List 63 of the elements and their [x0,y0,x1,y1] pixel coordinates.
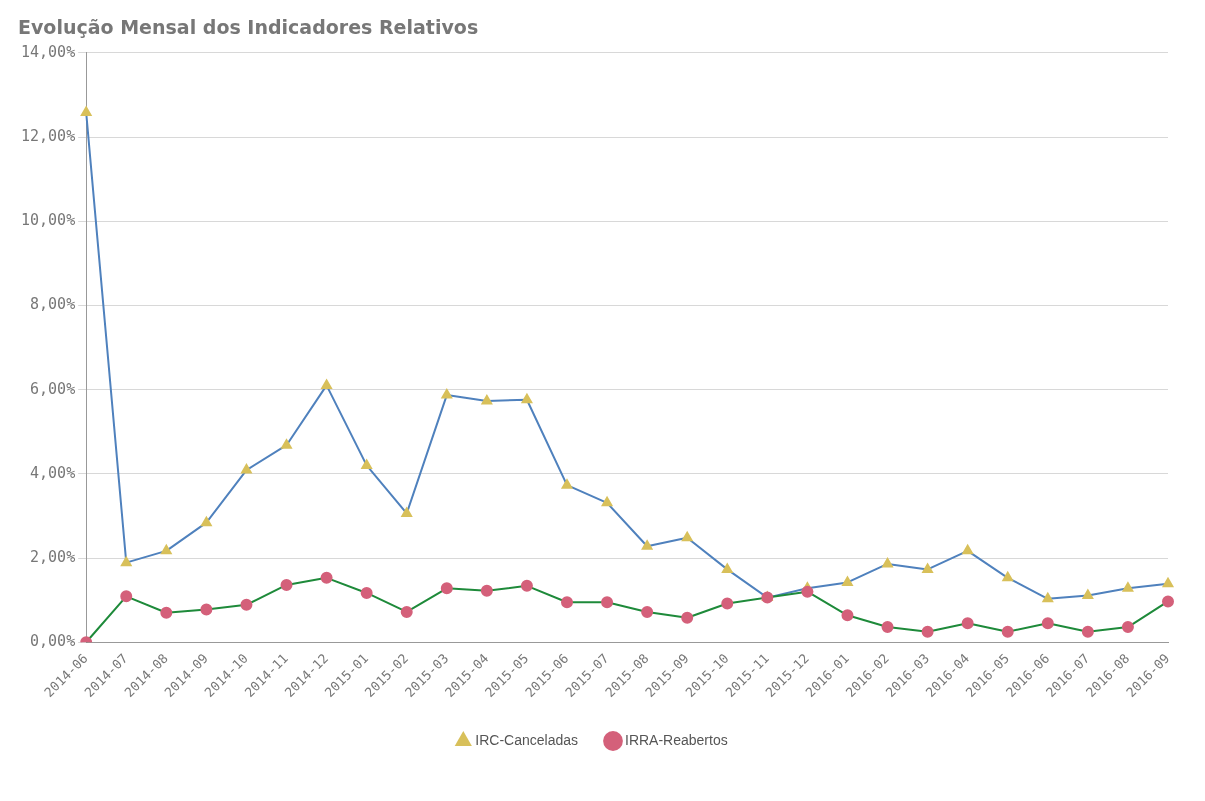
point [280,578,293,591]
y-tick-label: 0,00% [30,632,76,651]
point [561,479,573,489]
point [1162,577,1174,588]
point [361,459,372,469]
point [601,496,613,507]
point [120,556,132,567]
legend-label: IRC-Canceladas [475,731,579,748]
point [1081,625,1094,638]
point [1082,589,1094,599]
point [321,379,332,389]
point [962,544,973,555]
point [882,557,893,568]
point [320,571,333,584]
point [440,582,453,595]
point [400,605,413,618]
point [641,540,653,550]
point [441,389,453,399]
point [961,617,974,630]
point [480,584,493,597]
point [921,625,934,638]
point [200,603,213,616]
point [641,605,654,618]
chart-title: Evolução Mensal dos Indicadores Relativos [18,16,479,39]
point [240,598,253,611]
point [601,596,614,609]
point [201,516,212,527]
y-tick-label: 14,00% [21,42,76,61]
point [721,597,734,610]
point [241,464,252,474]
point [160,606,173,619]
point [80,106,92,117]
point [521,393,533,404]
y-tick-label: 12,00% [21,126,76,145]
point [401,507,413,517]
point [360,586,373,599]
point [560,596,573,609]
y-tick-label: 4,00% [30,463,76,482]
y-tick-label: 8,00% [30,295,76,314]
point [721,563,733,573]
y-tick-label: 6,00% [30,379,76,398]
point [1122,582,1134,592]
legend-label: IRRA-Reabertos [625,731,728,748]
point [841,609,854,622]
point [681,531,693,542]
point [520,579,533,592]
point [1042,592,1054,603]
point [1041,617,1054,630]
y-tick-label: 2,00% [30,547,76,566]
point [1121,621,1134,634]
point [842,576,853,586]
y-tick-label: 10,00% [21,211,76,230]
point [681,611,694,624]
point [160,544,172,555]
point [1002,571,1014,582]
point [801,585,814,598]
point [1001,625,1014,638]
point [481,394,493,405]
point [1162,595,1174,608]
point [922,563,933,573]
point [120,590,133,603]
point [281,439,292,449]
point [881,621,894,634]
